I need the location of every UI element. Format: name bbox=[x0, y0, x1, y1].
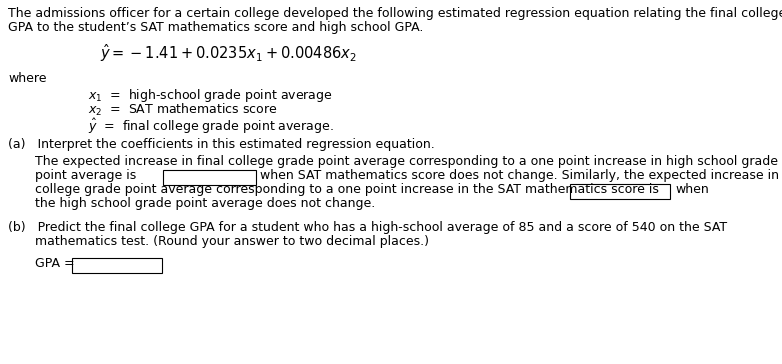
Text: mathematics test. (Round your answer to two decimal places.): mathematics test. (Round your answer to … bbox=[35, 235, 429, 248]
Text: when: when bbox=[675, 183, 708, 196]
Text: $x_1$  =  high-school grade point average: $x_1$ = high-school grade point average bbox=[88, 87, 332, 104]
Text: where: where bbox=[8, 72, 46, 85]
Text: when SAT mathematics score does not change. Similarly, the expected increase in : when SAT mathematics score does not chan… bbox=[260, 169, 782, 182]
Text: GPA to the student’s SAT mathematics score and high school GPA.: GPA to the student’s SAT mathematics sco… bbox=[8, 21, 423, 34]
Text: The admissions officer for a certain college developed the following estimated r: The admissions officer for a certain col… bbox=[8, 7, 782, 20]
Bar bbox=[163, 170, 256, 185]
Text: (b)   Predict the final college GPA for a student who has a high-school average : (b) Predict the final college GPA for a … bbox=[8, 221, 727, 234]
Text: The expected increase in final college grade point average corresponding to a on: The expected increase in final college g… bbox=[35, 155, 778, 168]
Text: $\hat{y}$  =  final college grade point average.: $\hat{y}$ = final college grade point av… bbox=[88, 117, 334, 136]
Text: the high school grade point average does not change.: the high school grade point average does… bbox=[35, 197, 375, 210]
Text: GPA =: GPA = bbox=[35, 257, 79, 270]
Text: point average is: point average is bbox=[35, 169, 136, 182]
Text: college grade point average corresponding to a one point increase in the SAT mat: college grade point average correspondin… bbox=[35, 183, 659, 196]
Text: $\hat{y} = -1.41 + 0.0235x_1 + 0.00486x_2$: $\hat{y} = -1.41 + 0.0235x_1 + 0.00486x_… bbox=[100, 42, 357, 64]
Bar bbox=[72, 258, 162, 273]
Bar bbox=[570, 184, 670, 199]
Text: $x_2$  =  SAT mathematics score: $x_2$ = SAT mathematics score bbox=[88, 102, 278, 118]
Text: (a)   Interpret the coefficients in this estimated regression equation.: (a) Interpret the coefficients in this e… bbox=[8, 138, 435, 151]
